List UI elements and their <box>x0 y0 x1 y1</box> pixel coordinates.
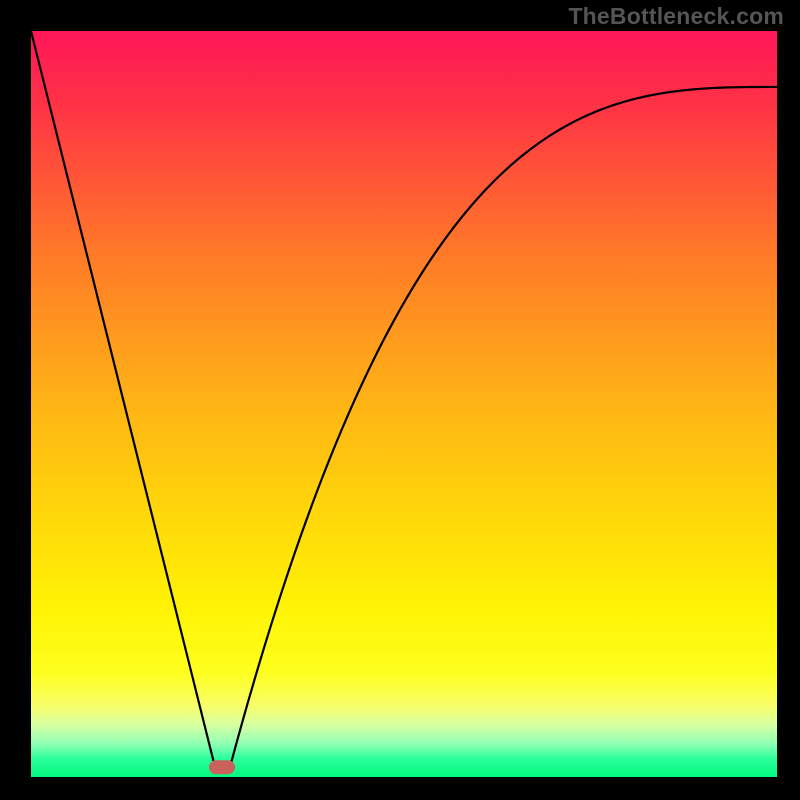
watermark-text: TheBottleneck.com <box>568 3 784 30</box>
valley-marker <box>209 760 235 774</box>
chart-frame: TheBottleneck.com <box>0 0 800 800</box>
plot-background <box>31 31 777 777</box>
bottleneck-chart <box>0 0 800 800</box>
